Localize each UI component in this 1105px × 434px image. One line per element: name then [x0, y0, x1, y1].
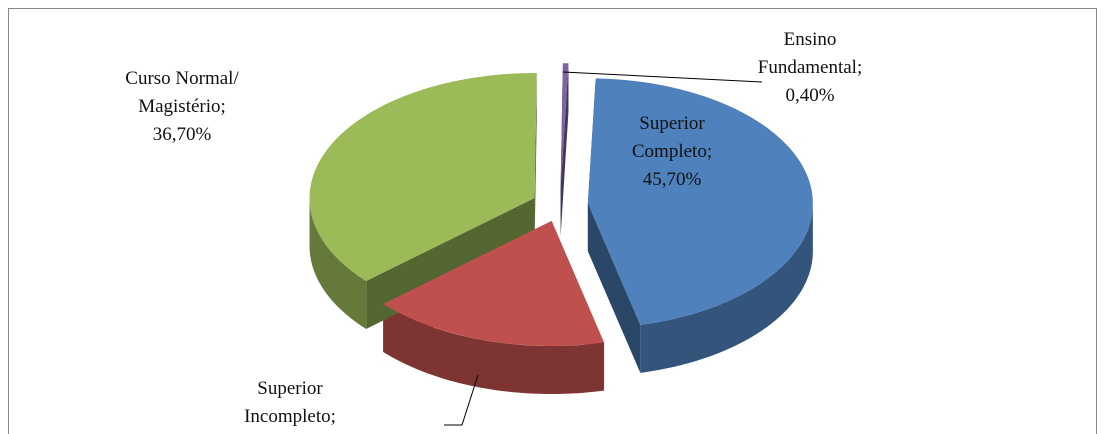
category-label: Superior Incompleto;: [244, 378, 336, 427]
slice-side: [640, 203, 813, 373]
category-label: Curso Normal/ Magistério;: [125, 68, 239, 117]
slice: [383, 221, 605, 347]
slice-label: Curso Normal/ Magistério; 36,70%: [112, 65, 252, 149]
value-label: 45,70%: [642, 169, 702, 190]
leader-line: [444, 374, 479, 426]
slice-side: [383, 303, 605, 395]
slice-label: Ensino Fundamental; 0,40%: [748, 26, 873, 110]
slice-side: [309, 198, 367, 329]
slice: [560, 63, 569, 189]
slice-edge: [560, 63, 569, 237]
slice: [309, 73, 537, 281]
value-label: 0,40%: [785, 85, 835, 106]
slice-label: Superior Incompleto;: [225, 375, 355, 431]
category-label: Superior Completo;: [631, 113, 713, 162]
value-label: 36,70%: [152, 124, 212, 145]
category-label: Ensino Fundamental;: [757, 29, 863, 78]
slice-edge: [587, 203, 641, 373]
slice-edge: [534, 73, 537, 247]
chart-frame: [8, 8, 1097, 434]
slice: [587, 78, 813, 325]
slice-label: Superior Completo; 45,70%: [622, 110, 722, 194]
leader-line: [562, 71, 763, 83]
